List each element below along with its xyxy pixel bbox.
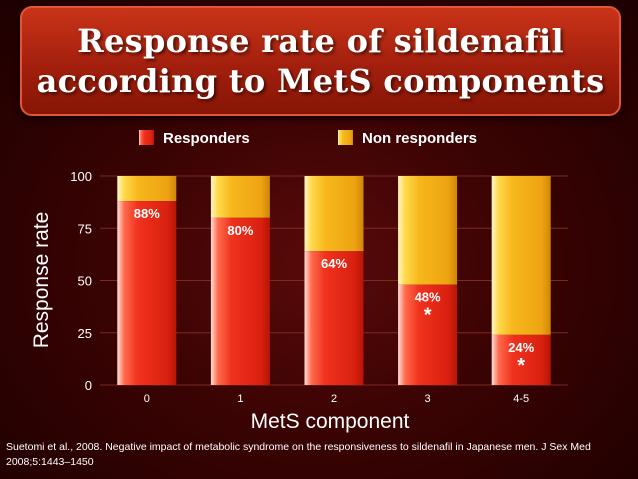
y-tick-label-0: 0	[85, 378, 92, 393]
bar-non-responders-2	[304, 176, 364, 252]
data-label-1: 80%	[227, 223, 253, 238]
data-label-0: 88%	[134, 206, 160, 221]
y-tick-label-50: 50	[78, 274, 92, 289]
bar-non-responders-0	[117, 176, 177, 202]
bar-non-responders-4-5	[491, 176, 551, 335]
legend-swatch-responders	[139, 130, 154, 145]
y-tick-label-25: 25	[78, 326, 92, 341]
x-tick-label-2: 2	[331, 393, 337, 405]
y-axis-label: Response rate	[30, 212, 53, 349]
x-tick-label-3: 3	[425, 393, 431, 405]
legend-swatch-non-responders	[338, 130, 353, 145]
title-banner: Response rate of sildenafil according to…	[20, 6, 621, 116]
bar-non-responders-3	[398, 176, 458, 285]
bar-responders-0	[117, 201, 177, 385]
bar-responders-3	[398, 284, 458, 385]
bar-responders-4-5	[491, 334, 551, 385]
chart-title-line-1: Response rate of sildenafil	[77, 22, 564, 60]
y-tick-label-100: 100	[70, 169, 92, 184]
significance-marker-4-5: *	[517, 355, 525, 377]
x-tick-label-1: 1	[237, 393, 243, 405]
significance-marker-3: *	[424, 305, 432, 327]
bar-non-responders-1	[210, 176, 270, 218]
data-label-3: 48%	[415, 290, 441, 305]
legend-label-non-responders: Non responders	[362, 130, 477, 147]
data-label-4-5: 24%	[508, 340, 534, 355]
chart-title-line-2: according to MetS components	[36, 62, 605, 100]
bar-responders-1	[210, 217, 270, 385]
x-axis-label: MetS component	[251, 410, 410, 433]
x-tick-label-4-5: 4-5	[513, 393, 529, 405]
legend-label-responders: Responders	[163, 130, 250, 147]
citation-footnote: Suetomi et al., 2008. Negative impact of…	[6, 441, 591, 468]
bar-responders-2	[304, 251, 364, 385]
legend: Responders Non responders	[139, 130, 477, 147]
data-label-2: 64%	[321, 256, 347, 271]
x-tick-label-0: 0	[144, 393, 150, 405]
y-tick-label-75: 75	[78, 221, 92, 236]
